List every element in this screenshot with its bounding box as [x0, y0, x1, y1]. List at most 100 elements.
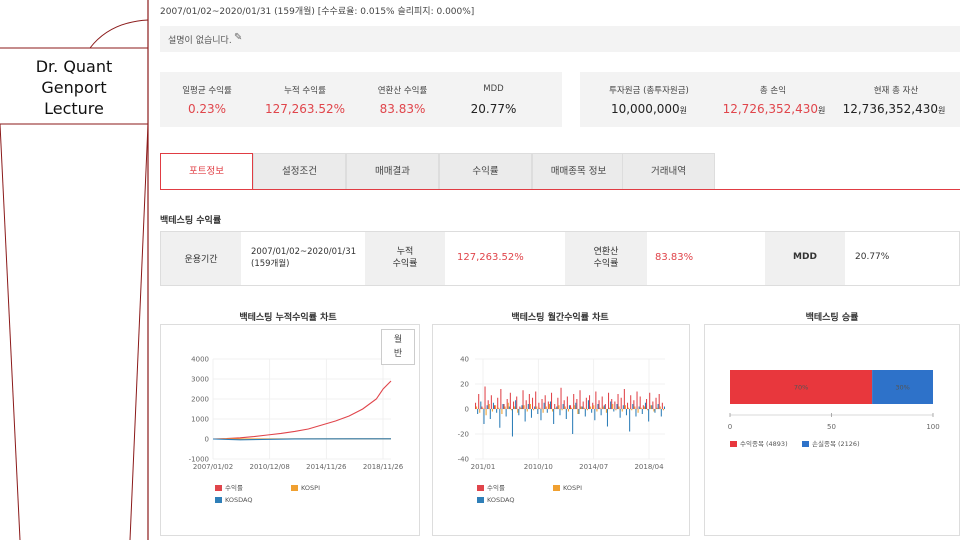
monthly-bar — [595, 391, 597, 409]
monthly-bar — [517, 409, 519, 413]
monthly-bar — [656, 407, 658, 409]
stat-label-cumulative: 누적 수익률 — [284, 86, 326, 96]
cumulative-chart-title: 백테스팅 누적수익률 차트 — [239, 313, 337, 323]
monthly-bar — [514, 406, 516, 409]
legend-swatch — [215, 485, 222, 491]
summary-value-mdd: 20.77% — [855, 252, 890, 262]
monthly-bar — [621, 409, 623, 412]
x-tick-label: 2007/01/02 — [193, 463, 233, 471]
monthly-bar — [541, 399, 543, 409]
monthly-bar — [480, 401, 482, 409]
y-tick-label: -1000 — [189, 456, 209, 464]
monthly-bar — [567, 409, 569, 412]
monthly-bar — [539, 407, 541, 409]
y-tick-label: 4000 — [191, 356, 209, 364]
period-toggle-button[interactable]: 월 반 — [381, 329, 415, 365]
monthly-bar — [526, 409, 528, 412]
monthly-bar — [538, 402, 540, 409]
monthly-bar — [536, 406, 538, 409]
tab-trade-results[interactable]: 매매결과 — [346, 153, 439, 190]
monthly-bar — [573, 394, 575, 409]
monthly-bar — [574, 405, 576, 409]
monthly-bar — [619, 409, 621, 418]
legend-swatch — [802, 441, 809, 447]
stat-value-annualized: 83.83% — [379, 102, 426, 116]
monthly-bar — [515, 400, 517, 409]
y-tick-label: 0 — [205, 436, 209, 444]
monthly-bar — [651, 405, 653, 409]
monthly-bar — [617, 394, 619, 409]
monthly-bar — [602, 406, 604, 409]
tab-returns[interactable]: 수익률 — [439, 153, 532, 190]
monthly-bar — [637, 409, 639, 413]
description-box: 설명이 없습니다. ✎ — [160, 26, 960, 52]
monthly-bar — [519, 406, 521, 409]
backtest-period-header: 2007/01/02~2020/01/31 (159개월) [수수료율: 0.0… — [160, 7, 475, 17]
monthly-bar — [566, 396, 568, 409]
monthly-bar — [659, 406, 661, 409]
winrate-bar-segment — [872, 370, 933, 404]
monthly-bar — [654, 409, 656, 413]
monthly-bar — [476, 406, 478, 409]
monthly-bar — [501, 409, 503, 414]
x-tick-label: 2014/11/26 — [306, 463, 347, 471]
monthly-bar — [583, 407, 585, 409]
monthly-bar — [641, 409, 643, 414]
winrate-chart: 0 50 100 70% 30% 수익종목 (4893) 손실종목 (2126) — [728, 370, 940, 448]
monthly-bar — [605, 409, 607, 413]
y-tick-label: 0 — [465, 406, 469, 414]
decorative-border-lines — [0, 0, 149, 540]
monthly-bar — [478, 394, 480, 409]
monthly-bar — [504, 406, 506, 409]
monthly-bar — [655, 397, 657, 409]
monthly-bar — [589, 395, 591, 409]
monthly-bar — [527, 404, 529, 409]
monthly-bar — [618, 406, 620, 409]
pencil-edit-icon[interactable]: ✎ — [234, 32, 243, 43]
monthly-bar — [510, 409, 512, 411]
cumulative-chart-panel: 월 반 4000 3000 2000 1000 0 -1000 2007/01/02 2010… — [160, 324, 420, 536]
monthly-bar — [634, 406, 636, 409]
monthly-bar — [524, 409, 526, 422]
monthly-bar — [660, 409, 662, 417]
monthly-bar — [625, 409, 627, 416]
monthly-bar — [508, 406, 510, 409]
tab-port-info[interactable]: 포트정보 — [160, 153, 253, 190]
stat-label-mdd: MDD — [483, 84, 504, 94]
monthly-bar — [484, 386, 486, 409]
summary-header-annualized: 연환산 수익률 — [565, 232, 647, 285]
current-assets-amount: 12,736,352,430 — [842, 102, 939, 116]
backtest-summary-table: 운용기간 2007/01/02~2020/01/31 (159개월) 누적 수익… — [160, 231, 960, 286]
monthly-bar — [528, 394, 530, 409]
monthly-bar — [502, 404, 504, 409]
total-pnl-amount: 12,726,352,430 — [722, 102, 819, 116]
legend-swatch — [291, 485, 298, 491]
lecture-title-line: Lecture — [44, 99, 104, 118]
monthly-bar — [534, 406, 536, 409]
tab-transaction-history[interactable]: 거래내역 — [622, 153, 715, 190]
monthly-bar — [522, 390, 524, 409]
monthly-bar — [622, 405, 624, 409]
monthly-chart-title: 백테스팅 월간수익률 차트 — [511, 313, 609, 323]
monthly-bar — [581, 406, 583, 409]
monthly-bar — [565, 409, 567, 419]
monthly-bar — [585, 397, 587, 409]
monthly-bar — [488, 404, 490, 409]
tab-settings[interactable]: 설정조건 — [253, 153, 346, 190]
monthly-bar — [635, 409, 637, 417]
monthly-bar — [533, 409, 535, 411]
tab-trade-stock-info[interactable]: 매매종목 정보 — [532, 153, 625, 190]
monthly-bar — [551, 392, 553, 409]
winrate-chart-title: 백테스팅 승률 — [805, 313, 859, 323]
tab-underline — [160, 189, 960, 190]
monthly-bar — [500, 389, 502, 409]
monthly-bar — [570, 405, 572, 409]
stats-box-assets: 투자원금 (총투자원금) 10,000,000원 총 손익 12,726,352… — [580, 72, 960, 127]
monthly-bar — [547, 401, 549, 409]
monthly-bar — [475, 402, 477, 409]
monthly-bar — [652, 401, 654, 409]
monthly-bar — [597, 404, 599, 409]
monthly-bar — [489, 409, 491, 419]
monthly-bar — [542, 409, 544, 413]
